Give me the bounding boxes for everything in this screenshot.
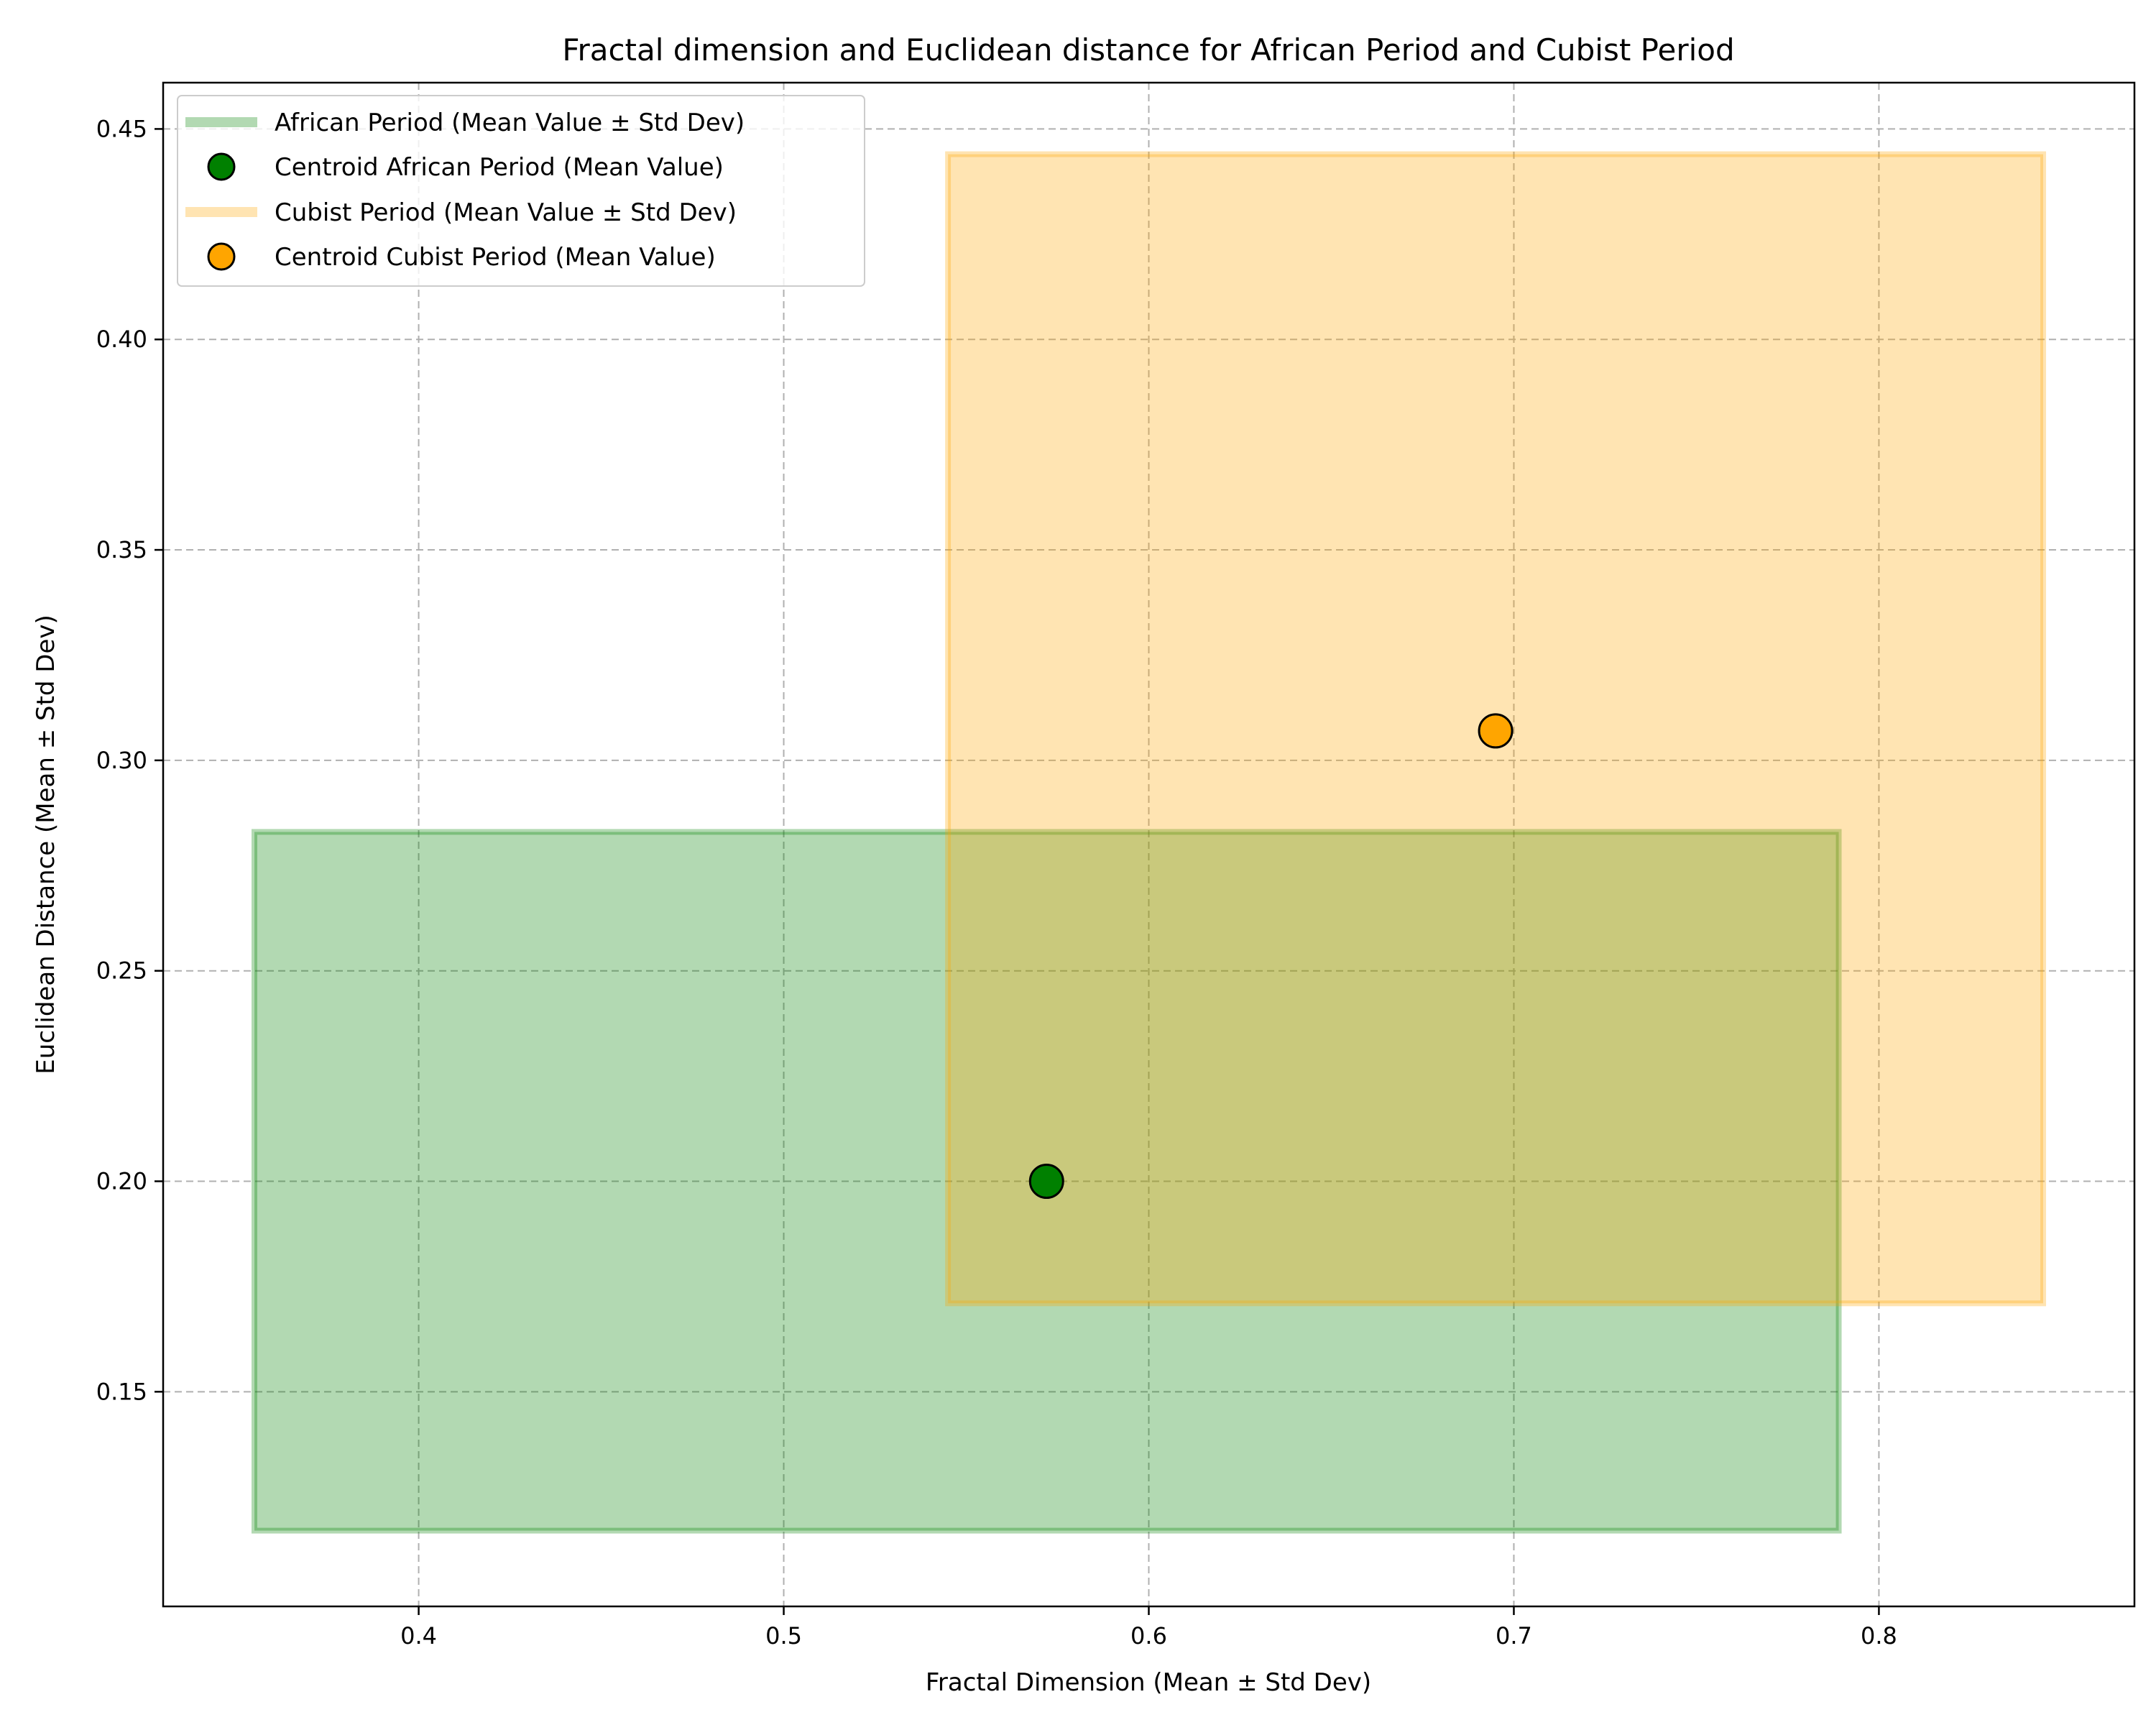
- legend-centroid-swatch: [207, 242, 236, 271]
- legend-label: Centroid Cubist Period (Mean Value): [275, 243, 716, 272]
- x-axis-title: Fractal Dimension (Mean ± Std Dev): [926, 1668, 1371, 1697]
- y-tick-label: 0.15: [96, 1378, 147, 1405]
- centroid-points: [1028, 713, 1514, 1200]
- legend: African Period (Mean Value ± Std Dev) Cen…: [177, 95, 865, 287]
- x-tick-label: 0.4: [400, 1622, 437, 1650]
- x-tick-label: 0.7: [1496, 1622, 1532, 1650]
- y-tick-label: 0.25: [96, 957, 147, 985]
- legend-label: Centroid African Period (Mean Value): [275, 153, 724, 182]
- x-tick-label: 0.6: [1130, 1622, 1167, 1650]
- centroid-point: [1478, 713, 1514, 749]
- chart-title: Fractal dimension and Euclidean distance…: [562, 32, 1734, 68]
- legend-centroid-swatch: [207, 152, 236, 181]
- y-tick-label: 0.20: [96, 1168, 147, 1195]
- y-tick-label: 0.35: [96, 536, 147, 564]
- x-tick-label: 0.8: [1861, 1622, 1897, 1650]
- y-tick-label: 0.40: [96, 326, 147, 353]
- x-axis: 0.4 0.5 0.6 0.7 0.8: [400, 1606, 1897, 1650]
- centroid-point: [1028, 1164, 1064, 1200]
- y-axis-title: Euclidean Distance (Mean ± Std Dev): [32, 615, 60, 1075]
- y-tick-label: 0.30: [96, 747, 147, 774]
- legend-label: African Period (Mean Value ± Std Dev): [275, 109, 745, 137]
- y-axis: 0.15 0.20 0.25 0.30 0.35 0.40 0.45: [96, 115, 163, 1405]
- y-tick-label: 0.45: [96, 115, 147, 142]
- legend-label: Cubist Period (Mean Value ± Std Dev): [275, 198, 737, 227]
- x-tick-label: 0.5: [765, 1622, 802, 1650]
- legend-frame: [177, 95, 865, 287]
